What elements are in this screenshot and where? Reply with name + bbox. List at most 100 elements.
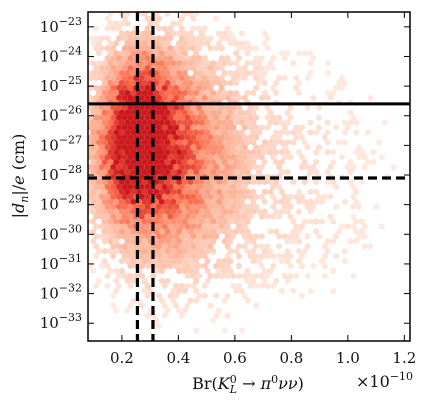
hexbin: [270, 134, 277, 141]
hexbin: [341, 129, 348, 136]
hexbin: [99, 64, 105, 72]
hexbin: [213, 104, 219, 111]
hexbin: [101, 238, 108, 245]
hexbin: [170, 208, 177, 215]
hexbin: [236, 252, 242, 260]
hexbin: [373, 203, 380, 210]
hexbin: [107, 247, 114, 255]
hexbin: [253, 203, 259, 210]
hexbin: [184, 252, 191, 260]
hexbin: [261, 30, 268, 37]
hexbin: [267, 247, 274, 255]
hexbin: [224, 252, 231, 260]
hexbin: [170, 238, 177, 245]
hexbin: [88, 193, 94, 201]
hexbin: [273, 208, 279, 215]
hexbin: [207, 114, 214, 121]
hexbin: [107, 188, 114, 196]
hexbin: [113, 20, 119, 27]
hexbin: [379, 223, 385, 230]
hexbin: [181, 30, 188, 37]
hexbin: [196, 84, 202, 92]
hexbin: [96, 198, 102, 205]
hexbin: [213, 124, 219, 131]
hexbin: [210, 109, 217, 116]
hexbin: [259, 64, 265, 72]
hexbin: [201, 163, 208, 171]
hexbin: [227, 168, 234, 176]
hexbin: [139, 84, 145, 92]
hexbin: [196, 114, 202, 121]
hexbin: [127, 104, 134, 111]
hexbin: [196, 124, 202, 131]
hexbin: [127, 282, 134, 290]
hexbin: [202, 5, 208, 12]
hexbin: [161, 282, 168, 290]
hexbin: [164, 168, 171, 176]
hexbin: [210, 148, 217, 156]
hexbin: [187, 188, 194, 196]
hexbin: [219, 35, 225, 42]
hexbin: [196, 25, 202, 32]
hexbin: [239, 148, 245, 156]
hexbin: [253, 64, 259, 72]
hexbin: [284, 109, 291, 116]
hexbin: [253, 243, 259, 250]
hexbin: [130, 168, 137, 176]
hexbin: [124, 208, 131, 215]
hexbin: [193, 297, 199, 304]
hexbin: [107, 228, 114, 235]
hexbin: [244, 267, 251, 275]
hexbin: [130, 277, 137, 285]
hexbin: [82, 124, 88, 131]
hexbin: [324, 69, 331, 77]
hexbin: [196, 262, 202, 270]
hexbin: [196, 223, 202, 230]
hexbin: [82, 233, 88, 240]
hexbin: [221, 109, 228, 116]
hexbin: [204, 247, 211, 255]
hexbin: [196, 74, 202, 82]
hexbin: [239, 228, 245, 235]
hexbin: [350, 272, 357, 280]
hexbin: [281, 193, 288, 201]
hexbin: [141, 12, 148, 17]
hexbin: [170, 198, 177, 205]
hexbin: [141, 50, 148, 57]
hexbin: [159, 109, 165, 116]
hexbin: [113, 188, 119, 196]
hexbin: [190, 252, 197, 260]
hexbin: [279, 168, 285, 176]
hexbin: [207, 183, 214, 191]
hexbin: [164, 247, 171, 255]
hexbin: [110, 252, 117, 260]
hexbin: [370, 158, 377, 166]
hexbin: [130, 50, 137, 57]
x-tick-label: 1.2: [392, 349, 416, 367]
hexbin: [239, 218, 245, 225]
hexbin: [247, 104, 254, 111]
hexbin: [290, 178, 297, 186]
hexbin: [130, 129, 137, 136]
hexbin: [181, 50, 188, 57]
hexbin: [227, 139, 234, 146]
hexbin: [121, 94, 128, 102]
hexbin: [101, 198, 108, 205]
hexbin: [121, 203, 128, 210]
hexbin: [227, 30, 234, 37]
hexbin: [190, 25, 197, 32]
hexbin: [139, 173, 145, 181]
hexbin: [104, 54, 111, 62]
hexbin: [176, 188, 182, 196]
hexbin: [101, 168, 108, 176]
hexbin: [130, 148, 137, 156]
hexbin: [230, 193, 237, 201]
hexbin: [233, 50, 239, 57]
hexbin: [201, 292, 208, 300]
hexbin: [141, 158, 148, 166]
hexbin: [219, 124, 225, 131]
hexbin: [176, 198, 182, 205]
hexbin: [216, 148, 222, 156]
hexbin: [193, 198, 199, 205]
hexbin: [267, 139, 274, 146]
